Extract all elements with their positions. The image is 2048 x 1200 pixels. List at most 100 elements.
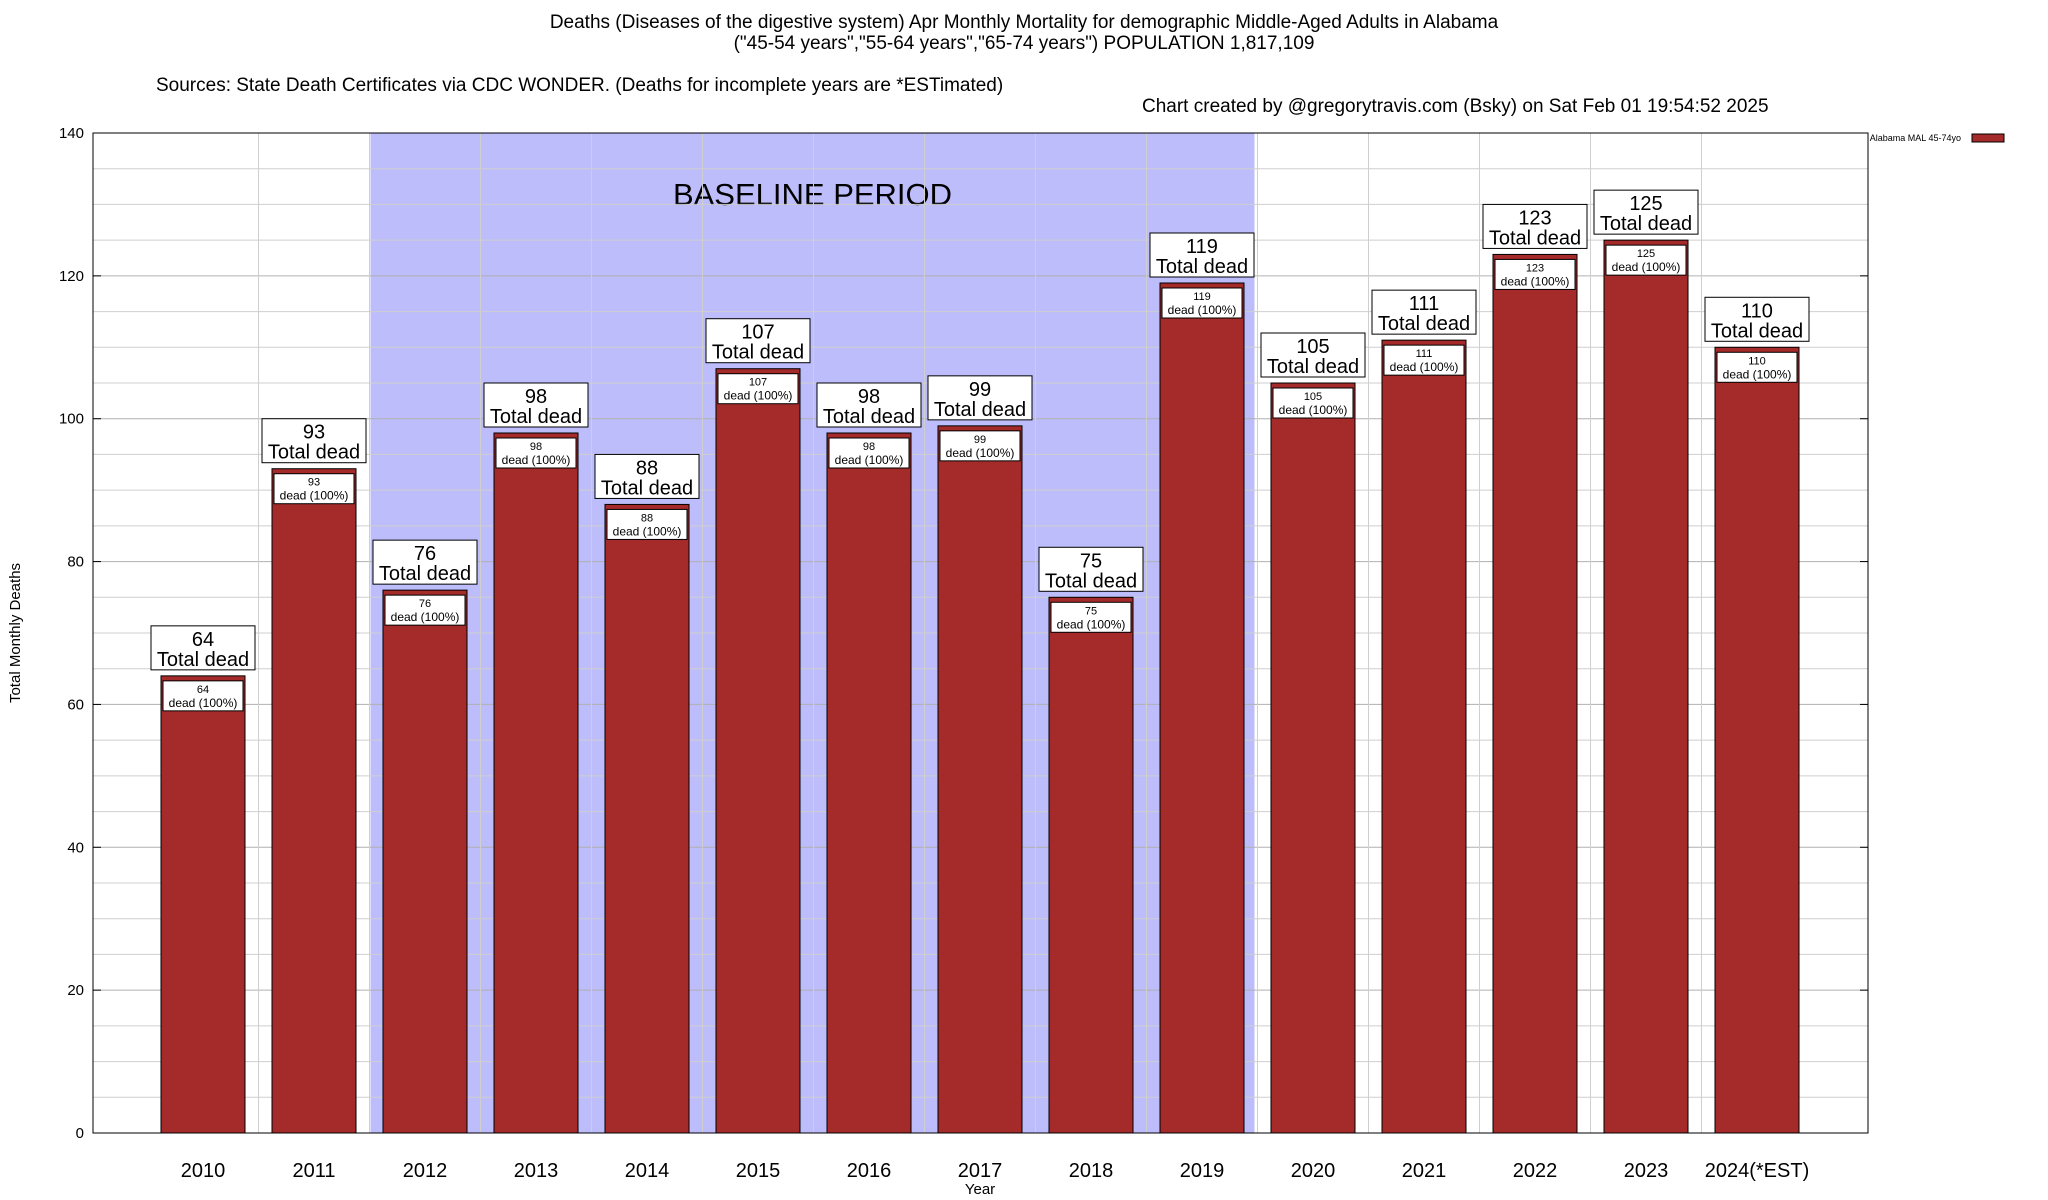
- bar-inner-value: 88: [641, 512, 653, 524]
- bar-top-label-box: [1260, 332, 1366, 378]
- bar-inner-label: dead (100%): [1279, 403, 1348, 417]
- baseline-period-label: BASELINE PERIOD: [673, 177, 952, 212]
- bar-top-value: 76: [414, 543, 436, 565]
- bar: [160, 675, 246, 1134]
- x-tick-label: 2011: [292, 1160, 335, 1182]
- bar-inner-label-box: [1272, 387, 1354, 419]
- chart-title: Deaths (Diseases of the digestive system…: [549, 12, 1499, 33]
- bar-inner-value: 107: [749, 377, 767, 389]
- bar-inner-value: 119: [1193, 291, 1211, 303]
- bar-inner-label: dead (100%): [1057, 617, 1126, 631]
- x-tick-label: 2019: [1180, 1160, 1225, 1182]
- bar-inner-label: dead (100%): [169, 696, 238, 710]
- bar-inner-label-box: [1716, 351, 1798, 383]
- bar-top-label: Total dead: [712, 342, 804, 364]
- bar-inner-label-box: [273, 473, 355, 505]
- bar-inner-value: 125: [1637, 248, 1655, 260]
- bar-top-value: 99: [969, 379, 991, 401]
- bar-top-label-box: [1593, 189, 1699, 235]
- bar: [937, 425, 1023, 1134]
- bar-top-value: 107: [741, 322, 774, 344]
- bar-inner-label: dead (100%): [724, 389, 793, 403]
- bar: [382, 589, 468, 1134]
- bar-inner-value: 98: [530, 441, 542, 453]
- legend-swatch: [1971, 133, 2005, 143]
- bar-top-label: Total dead: [934, 399, 1026, 421]
- bar-top-value: 75: [1080, 550, 1102, 572]
- bar-top-label-box: [1371, 289, 1477, 335]
- bar-top-value: 119: [1186, 236, 1218, 258]
- bar-inner-label-box: [606, 508, 688, 540]
- bar-inner-label: dead (100%): [391, 610, 460, 624]
- bar-inner-label-box: [495, 437, 577, 469]
- bar-inner-label-box: [1383, 344, 1465, 376]
- bar: [715, 368, 801, 1134]
- bar-inner-label: dead (100%): [1612, 260, 1681, 274]
- bar: [1603, 239, 1689, 1134]
- bar-inner-label-box: [1494, 258, 1576, 290]
- bar-inner-label: dead (100%): [613, 524, 682, 538]
- plot-frame: [92, 132, 1869, 1134]
- bar-inner-value: 110: [1748, 355, 1766, 367]
- bar: [493, 432, 579, 1134]
- bar-top-value: 125: [1629, 193, 1662, 215]
- bar-top-label: Total dead: [490, 406, 582, 428]
- x-tick-label: 2017: [958, 1160, 1003, 1182]
- x-tick-label: 2020: [1291, 1160, 1336, 1182]
- x-tick-label: 2010: [181, 1160, 226, 1182]
- bar: [1381, 339, 1467, 1134]
- chart-subtitle: ("45-54 years","55-64 years","65-74 year…: [733, 33, 1315, 54]
- bar: [1048, 596, 1134, 1134]
- bar-inner-label-box: [162, 680, 244, 712]
- bar-inner-label-box: [1161, 287, 1243, 319]
- x-tick-label: 2015: [736, 1160, 781, 1182]
- bar-inner-value: 98: [863, 441, 875, 453]
- bar-top-label: Total dead: [823, 406, 915, 428]
- bar-top-value: 93: [303, 422, 325, 444]
- bar-inner-label-box: [828, 437, 910, 469]
- x-tick-label: 2013: [514, 1160, 559, 1182]
- bar-top-label: Total dead: [1378, 313, 1470, 335]
- bar-top-label: Total dead: [1156, 256, 1248, 278]
- y-tick-label: 140: [59, 125, 84, 142]
- bar-top-label-box: [261, 418, 367, 464]
- bar-inner-label: dead (100%): [946, 446, 1015, 460]
- bar-inner-value: 123: [1526, 262, 1544, 274]
- bar-top-value: 111: [1409, 293, 1439, 315]
- y-axis-label: Total Monthly Deaths: [7, 563, 24, 703]
- bar: [1159, 282, 1245, 1134]
- legend: Alabama MAL 45-74yo: [1870, 133, 2005, 143]
- bar-top-value: 110: [1741, 300, 1773, 322]
- bar-inner-value: 93: [308, 477, 320, 489]
- x-axis-label: Year: [965, 1181, 995, 1198]
- y-tick-label: 0: [76, 1125, 84, 1142]
- x-tick-label: 2021: [1402, 1160, 1447, 1182]
- legend-label: Alabama MAL 45-74yo: [1870, 133, 1961, 143]
- bar-inner-value: 76: [419, 598, 431, 610]
- bar-inner-label-box: [384, 594, 466, 626]
- bar-top-label-box: [483, 382, 589, 428]
- bars-layer: [160, 239, 1800, 1134]
- bar-top-label: Total dead: [1711, 320, 1803, 342]
- bar-top-label-box: [705, 318, 811, 364]
- x-tick-label: 2022: [1513, 1160, 1558, 1182]
- x-tick-label: 2024(*EST): [1705, 1160, 1810, 1182]
- bar: [604, 503, 690, 1134]
- sources-line: Sources: State Death Certificates via CD…: [0, 54, 2048, 117]
- bar-top-label-box: [927, 375, 1033, 421]
- bar-top-label: Total dead: [1045, 570, 1137, 592]
- sources-note: Sources: State Death Certificates via CD…: [156, 75, 1004, 96]
- y-tick-label: 120: [59, 268, 84, 285]
- bar-top-label: Total dead: [379, 563, 471, 585]
- axes-layer: 0 20 40 60 80 100 120 140 2010 2011 2012 2013 2014 20…: [59, 125, 1869, 1182]
- bar-inner-label: dead (100%): [1501, 274, 1570, 288]
- bar-top-value: 98: [858, 386, 880, 408]
- bar-top-value: 88: [636, 457, 658, 479]
- bar-inner-value: 64: [197, 684, 209, 696]
- y-tick-label: 80: [67, 554, 84, 571]
- bar-top-label: Total dead: [601, 477, 693, 499]
- bar-inner-value: 99: [974, 434, 986, 446]
- x-tick-label: 2014: [625, 1160, 670, 1182]
- bar-top-label-box: [1482, 203, 1588, 249]
- bar-top-value: 123: [1518, 207, 1551, 229]
